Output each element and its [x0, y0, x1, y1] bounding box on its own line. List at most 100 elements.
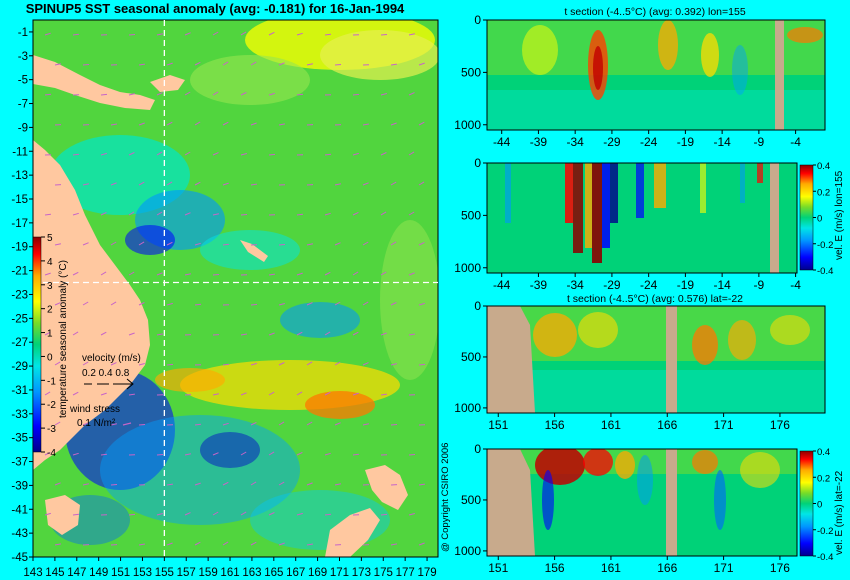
- wind-vector: [222, 182, 229, 186]
- p3-warm-core-e: [770, 315, 810, 345]
- wind-vector: [212, 152, 219, 156]
- p2-jet-e: [602, 163, 610, 248]
- map-y-tick-label: -29: [11, 361, 28, 373]
- wind-vector: [128, 513, 136, 516]
- p3-axes: 151 156 161 166 171 176 0 500 1000: [454, 299, 790, 432]
- map-x-tick-label: 173: [352, 567, 371, 579]
- wind-vector: [166, 483, 173, 486]
- map-y-tick-label: -17: [11, 218, 28, 230]
- p4-jet-e: [637, 455, 653, 505]
- t-section-lon-title: t section (-4..5°C) (avg: 0.392) lon=155: [564, 6, 745, 18]
- wind-vector: [166, 302, 173, 306]
- p2-jet-a: [565, 163, 573, 223]
- wind-vector: [296, 32, 303, 36]
- wind-vector: [408, 513, 415, 516]
- map-y-tick-label: -3: [18, 51, 28, 63]
- wind-vector: [250, 122, 257, 126]
- wind-vector: [362, 182, 369, 186]
- wind-vector: [296, 512, 303, 516]
- map-y-tick-label: -41: [11, 504, 28, 516]
- wind-vector: [334, 64, 342, 66]
- wind-vector: [352, 453, 359, 456]
- map-y-tick-label: -1: [18, 27, 28, 39]
- p1-frame: [486, 19, 826, 131]
- wind-key-label: wind stress: [69, 404, 120, 415]
- wind-vector: [166, 241, 173, 246]
- p1-axes: -44 -39 -34 -29 -24 -19 -14 -9 -4 0 500 1000: [454, 13, 801, 149]
- p3-warm-core-b: [578, 312, 618, 348]
- map-x-tick-label: 143: [23, 567, 42, 579]
- wind-vector: [194, 541, 201, 546]
- t-section-lat-panel: t section (-4..5°C) (avg: 0.576) lat=-22…: [454, 293, 826, 432]
- p4-x-tick-label: 151: [488, 561, 508, 575]
- map-x-tick-label: 165: [264, 567, 283, 579]
- wind-vector: [278, 62, 285, 66]
- p3-land-gap: [666, 306, 677, 413]
- map-y-tick-label: -13: [11, 170, 28, 182]
- wind-vector: [128, 271, 135, 276]
- wind-vector: [306, 302, 313, 306]
- wind-vector: [128, 93, 135, 96]
- wind-vector: [352, 271, 359, 276]
- wind-vector: [390, 122, 397, 126]
- wind-vector: [110, 301, 117, 306]
- wind-vector: [268, 332, 275, 336]
- wind-vector: [334, 483, 341, 486]
- wind-vector: [110, 484, 118, 486]
- p3-land-coast: [487, 306, 535, 413]
- wind-vector: [82, 242, 89, 246]
- wind-vector: [44, 451, 51, 456]
- wind-vector: [44, 213, 51, 216]
- wind-vector: [212, 91, 219, 96]
- p2-jet-f: [610, 163, 618, 223]
- wind-vector: [184, 512, 191, 516]
- vel-e-lat-panel: 151 156 161 166 171 176 0 500 1000 0.4 0.2 0 -0.2 -0…: [454, 442, 845, 575]
- wind-vector: [268, 273, 275, 276]
- wind-key-arrow: [122, 422, 132, 426]
- p1-x-tick-label: -4: [790, 135, 801, 149]
- wind-vector: [324, 331, 331, 336]
- wind-vector: [296, 451, 303, 456]
- wind-vector: [324, 513, 332, 516]
- wind-vector: [184, 273, 191, 276]
- wind-vector: [156, 272, 163, 276]
- p4-colorbar-tick-label: 0.2: [817, 473, 830, 484]
- p3-warm-core-d: [728, 320, 756, 360]
- map-y-tick-label: -7: [18, 99, 28, 111]
- wind-vector: [268, 512, 275, 516]
- wind-vector: [156, 151, 163, 156]
- p1-deep-layer: [487, 90, 825, 130]
- wind-vector: [390, 363, 397, 366]
- wind-vector: [240, 214, 248, 216]
- p2-x-tick-label: -9: [754, 278, 765, 292]
- wind-vector: [72, 391, 79, 396]
- wind-vector: [306, 482, 313, 486]
- wind-vector: [324, 391, 331, 396]
- wind-vector: [334, 242, 341, 246]
- wind-vector: [110, 241, 117, 246]
- t-section-lat-title: t section (-4..5°C) (avg: 0.576) lat=-22: [567, 293, 743, 305]
- p2-colorbar-ramp: [799, 164, 814, 271]
- wind-vector: [72, 331, 79, 336]
- p4-y-tick-label: 1000: [454, 544, 481, 558]
- p4-colorbar-tick-label: 0.4: [817, 447, 830, 458]
- p4-colorbar-tick-label: -0.2: [817, 526, 833, 537]
- p4-colorbar-ticks: 0.4 0.2 0 -0.2 -0.4: [813, 447, 833, 563]
- wind-vector: [194, 121, 201, 126]
- p2-land-gap: [770, 163, 779, 273]
- p4-colorbar-ramp: [799, 450, 814, 557]
- wind-vector: [380, 332, 387, 336]
- new-britain-land: [150, 75, 185, 92]
- wind-vector: [54, 482, 61, 486]
- wind-vector: [380, 93, 387, 96]
- map-x-tick-label: 179: [417, 567, 436, 579]
- wind-vector: [194, 61, 201, 66]
- map-x-tick-label: 159: [199, 567, 218, 579]
- wind-vector: [240, 153, 247, 156]
- wind-vector: [418, 542, 425, 546]
- wind-vector: [362, 362, 369, 366]
- wind-vector: [44, 32, 51, 36]
- velocity-key-arrow-large: [113, 378, 134, 390]
- map-y-tick-label: -25: [11, 313, 28, 325]
- wind-vector: [128, 332, 135, 336]
